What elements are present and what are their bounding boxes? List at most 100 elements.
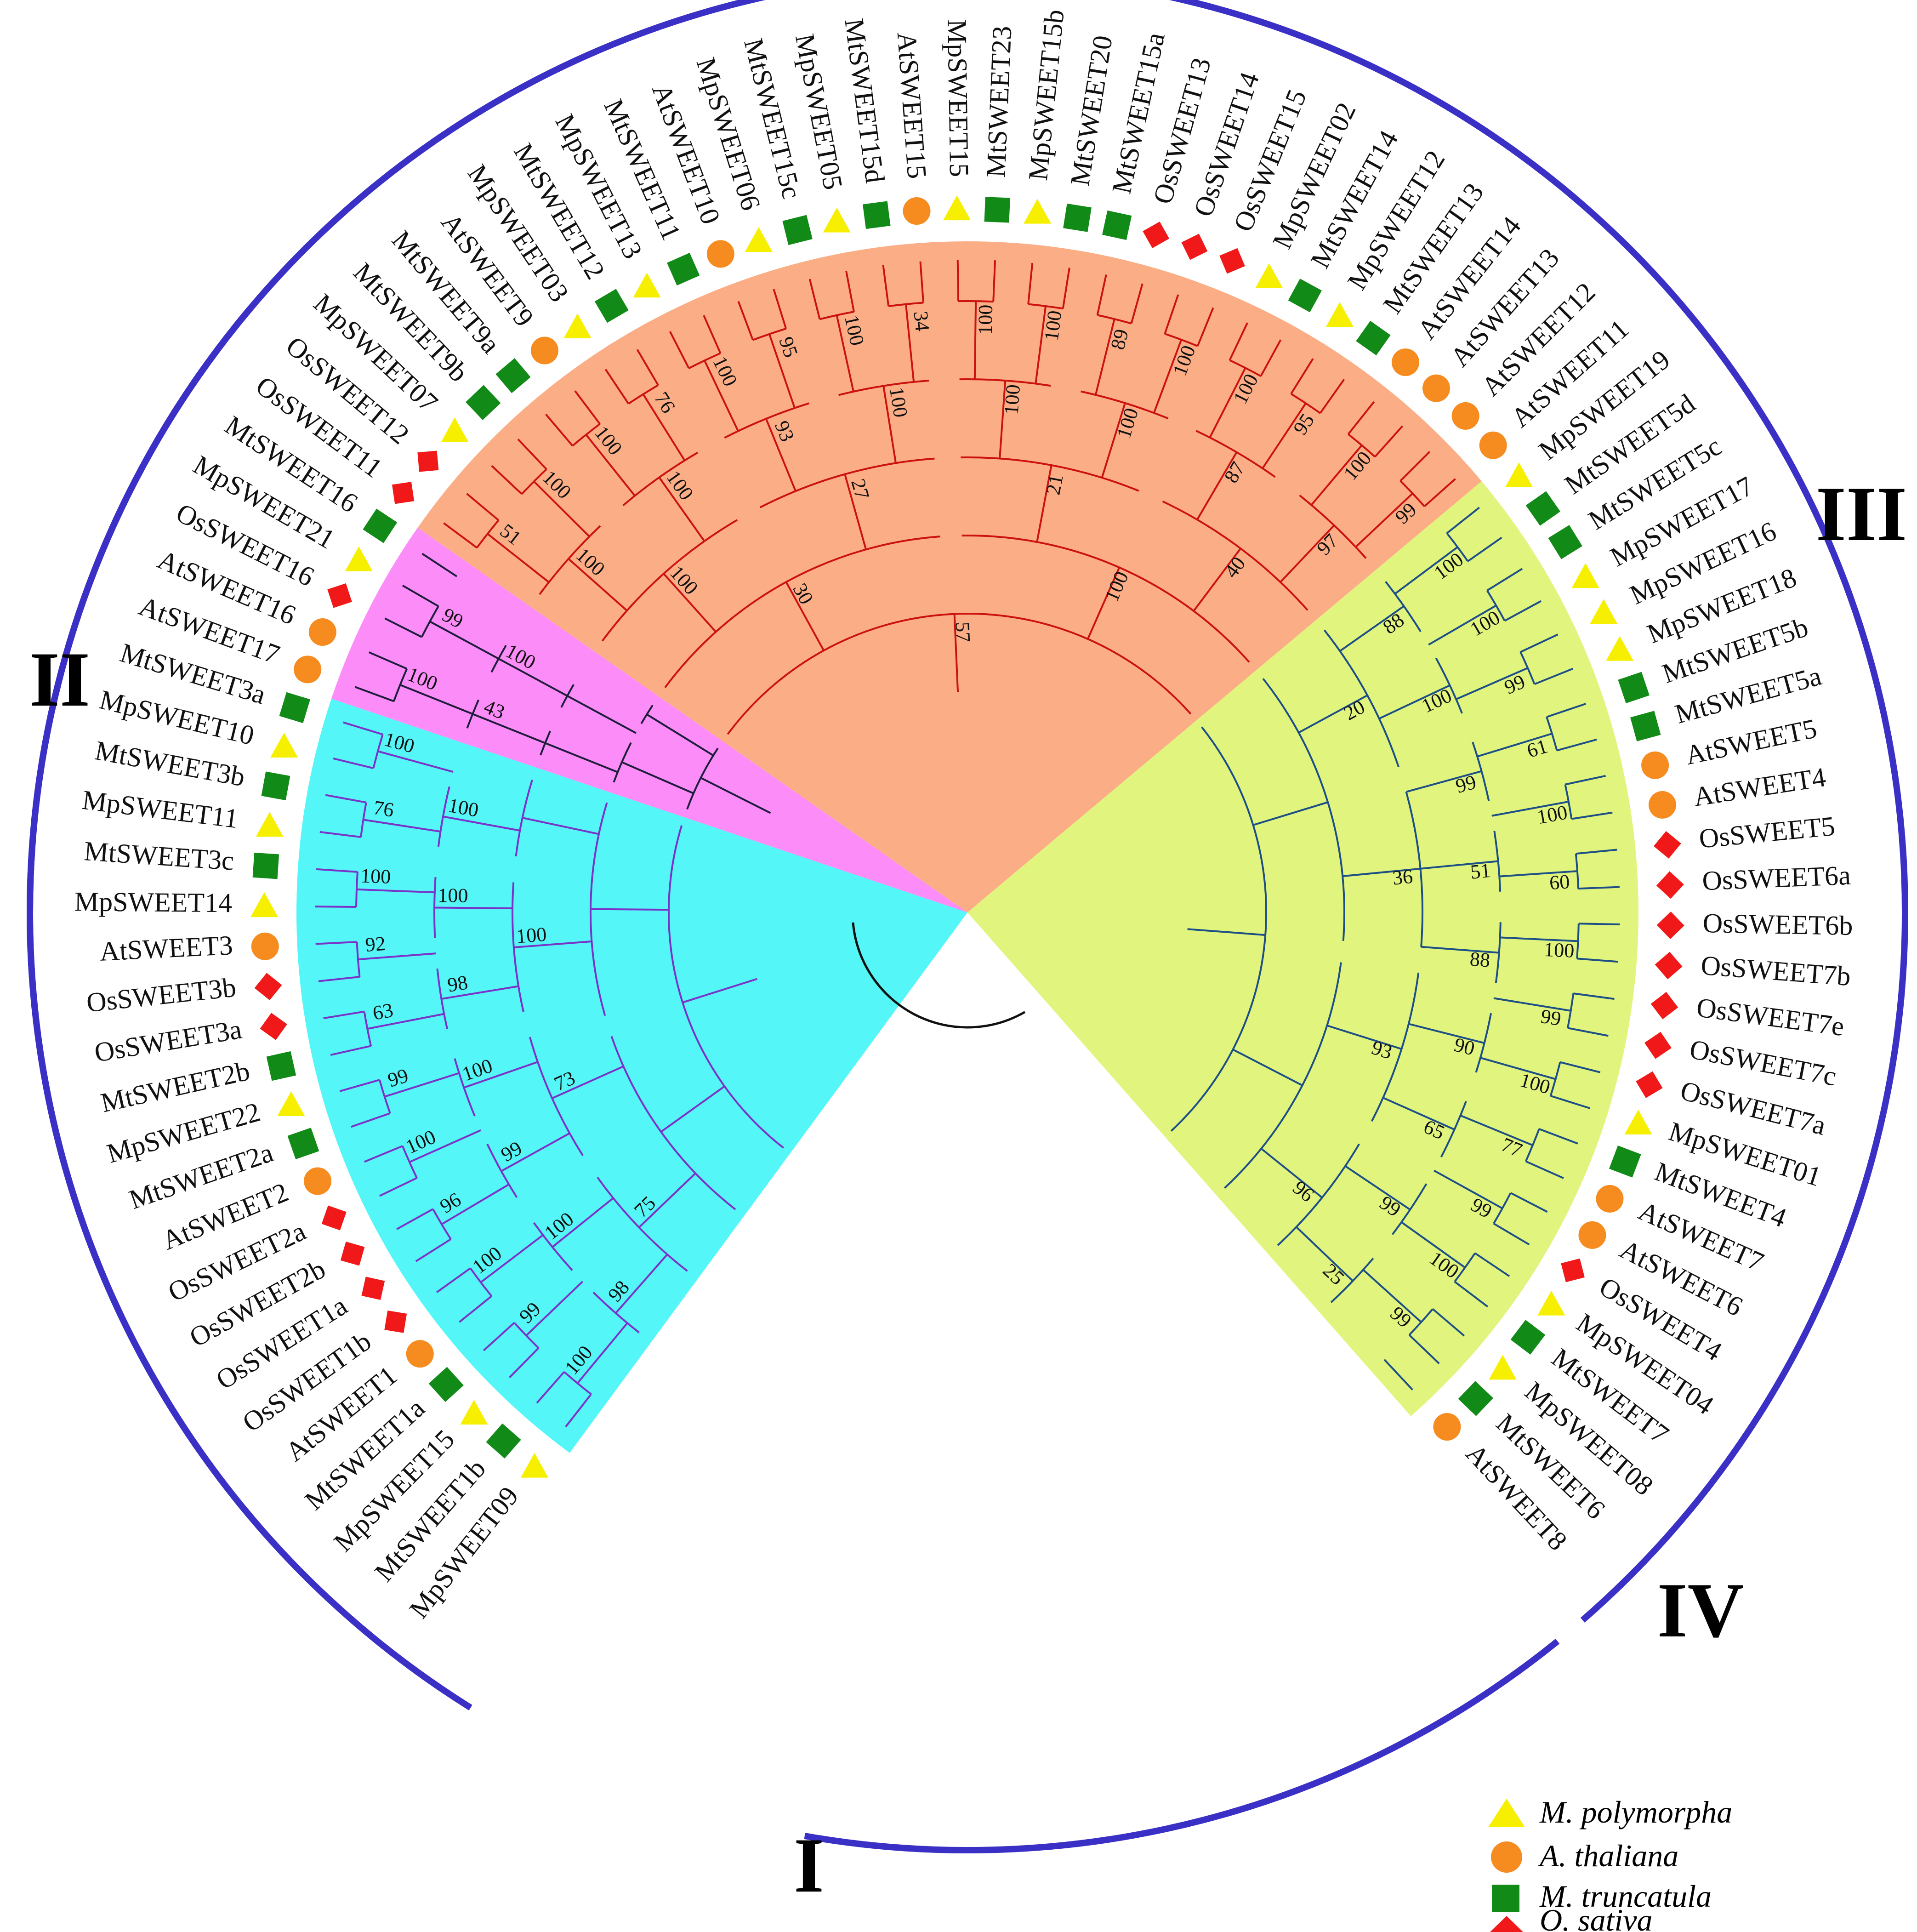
leaf-branch [1408, 1334, 1440, 1364]
leaf-label: OsSWEET7b [1700, 950, 1852, 992]
leaf-branch [1290, 358, 1314, 394]
leaf-branch [1573, 992, 1615, 1000]
os-diamond-icon [1561, 1258, 1585, 1282]
internal-branch [1344, 1165, 1411, 1211]
leaf-branch [1474, 1252, 1510, 1277]
os-diamond-icon [361, 1277, 385, 1300]
bootstrap-label: 21 [1041, 473, 1067, 496]
clade-sector-IV [331, 527, 967, 912]
internal-branch [1342, 867, 1421, 878]
clade-sectors [296, 241, 1638, 1453]
internal-arc [961, 535, 1250, 663]
os-diamond-icon [327, 583, 352, 608]
internal-arc [1399, 480, 1425, 507]
leaf-branch [364, 1145, 403, 1163]
mt-square-icon [428, 1367, 464, 1402]
legend-os-label: O. sativa [1540, 1903, 1653, 1932]
internal-branch [1500, 936, 1578, 942]
leaf-branch [1520, 633, 1559, 653]
clade-label-II: II [29, 636, 90, 723]
internal-branch [1252, 801, 1328, 826]
mt-square-icon [1288, 279, 1322, 313]
leaf-branch [315, 906, 357, 908]
clade-ring-III [1169, 0, 1908, 1623]
bootstrap-label: 100 [1000, 384, 1025, 416]
internal-branch [1339, 605, 1405, 652]
at-circle-icon [1641, 751, 1669, 779]
leaf-label: OsSWEET6b [1702, 908, 1853, 941]
bootstrap-label: 63 [371, 998, 395, 1024]
bootstrap-label: 100 [1535, 801, 1569, 828]
os-diamond-icon [392, 482, 415, 504]
leaf-label: OsSWEET7e [1695, 992, 1846, 1042]
bootstrap-label: 100 [974, 304, 997, 335]
leaf-branch [1062, 268, 1070, 309]
internal-arc [521, 468, 547, 495]
mp-triangle-icon [1505, 462, 1533, 487]
mt-square-icon [1356, 320, 1391, 356]
internal-arc [1549, 1062, 1561, 1096]
leaf-branch [1319, 379, 1345, 414]
internal-arc [1486, 590, 1506, 621]
mt-square-icon [363, 508, 398, 543]
internal-arc [959, 378, 1051, 387]
bootstrap-label: 51 [1469, 859, 1492, 883]
legend-at-label: A. thaliana [1538, 1838, 1678, 1873]
mt-square-icon [261, 771, 290, 801]
leaf-branch [574, 390, 601, 425]
internal-branch [999, 380, 1007, 459]
internal-arc [560, 684, 575, 708]
mt-square-icon [266, 1051, 296, 1081]
leaf-label: AtSWEET3 [99, 930, 233, 967]
internal-arc [752, 328, 786, 341]
at-circle-icon [294, 655, 322, 684]
bootstrap-label: 100 [1040, 309, 1066, 342]
mp-triangle-icon [441, 417, 469, 442]
internal-branch [545, 742, 618, 773]
leaf-label: AtSWEET15 [892, 31, 933, 180]
bootstrap-label: 76 [372, 796, 395, 821]
internal-branch [1036, 465, 1052, 542]
mt-square-icon [466, 385, 501, 420]
internal-branch [785, 581, 825, 651]
os-diamond-icon [1636, 1071, 1663, 1098]
internal-branch [363, 819, 441, 833]
internal-branch [480, 1234, 544, 1283]
internal-branch [498, 658, 568, 697]
mt-square-icon [287, 1128, 319, 1159]
at-circle-icon [1479, 431, 1507, 459]
internal-branch [1378, 684, 1451, 720]
internal-branch [1101, 403, 1126, 478]
leaf-branch [703, 315, 722, 354]
internal-branch [1153, 339, 1183, 413]
leaf-branch [396, 1208, 433, 1230]
internal-branch [1326, 1025, 1402, 1050]
legend-os-diamond-icon [1490, 1916, 1523, 1932]
mp-triangle-icon [1537, 1290, 1565, 1316]
leaf-branch [1493, 1223, 1530, 1246]
leaf-label: MtSWEET23 [980, 25, 1017, 178]
os-diamond-icon [1143, 222, 1170, 248]
tree-branches [315, 260, 1620, 1428]
internal-branch [768, 334, 796, 409]
leaf-branch [1229, 322, 1248, 361]
internal-branch [463, 1061, 538, 1089]
leaf-branch [384, 617, 422, 638]
leaf-branch [604, 369, 630, 405]
leaf-label: MtSWEET15d [839, 17, 890, 184]
internal-branch [882, 386, 897, 463]
internal-branch [1209, 367, 1246, 438]
leaf-label: MpSWEET15b [1023, 8, 1070, 182]
leaf-branch [330, 1045, 371, 1056]
internal-branch [1493, 997, 1571, 1012]
leaf-branch [517, 439, 547, 470]
internal-branch [1193, 547, 1241, 612]
internal-branch [621, 761, 694, 794]
legend-mp-triangle-icon [1488, 1799, 1525, 1827]
mp-triangle-icon [1606, 636, 1634, 661]
mt-square-icon [1063, 203, 1092, 232]
leaf-branch [1567, 1027, 1609, 1037]
mt-square-icon [1102, 210, 1132, 240]
mt-square-icon [279, 692, 310, 724]
